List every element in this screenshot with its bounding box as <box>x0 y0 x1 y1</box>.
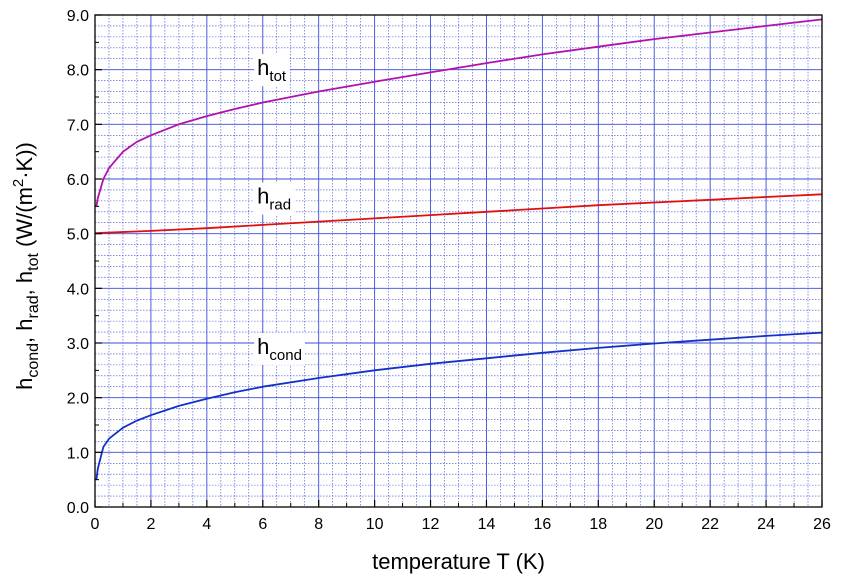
y-tick-label: 7.0 <box>67 117 89 134</box>
series-line-h-cond <box>95 331 823 480</box>
tick-layer: 0 2 4 6 8 10 12 14 16 18 20 22 24 260.01.02.03.04.05.… <box>67 8 831 533</box>
series-layer <box>94 18 823 480</box>
series-label-background <box>254 332 305 365</box>
x-tick-label: 20 <box>645 516 663 533</box>
y-tick-label: 0.0 <box>67 500 89 517</box>
series-labels: htot hrad hcond <box>254 54 305 365</box>
x-tick-label: 22 <box>701 516 719 533</box>
series-label-h-cond: hcond <box>257 334 302 364</box>
series-line-h-rad <box>94 193 823 234</box>
x-tick-label: 12 <box>422 516 440 533</box>
y-tick-label: 5.0 <box>67 227 89 244</box>
x-tick-label: 14 <box>478 516 496 533</box>
y-tick-label: 8.0 <box>67 63 89 80</box>
series-label-background <box>254 54 290 87</box>
series-label-h-rad: hrad <box>257 184 291 214</box>
y-tick-label: 9.0 <box>67 8 89 25</box>
y-tick-label: 4.0 <box>67 281 89 298</box>
y-tick-label: 3.0 <box>67 336 89 353</box>
x-tick-label: 26 <box>813 516 831 533</box>
x-tick-label: 18 <box>589 516 607 533</box>
x-tick-label: 2 <box>146 516 155 533</box>
series-label-h-tot: htot <box>257 55 287 85</box>
x-tick-label: 10 <box>366 516 384 533</box>
x-tick-label: 0 <box>91 516 100 533</box>
series-label-background <box>254 182 295 215</box>
x-tick-label: 8 <box>314 516 323 533</box>
y-tick-label: 6.0 <box>67 172 89 189</box>
x-tick-label: 6 <box>258 516 267 533</box>
x-tick-label: 16 <box>533 516 551 533</box>
y-axis-title: hcond, hrad, htot (W/(m2·K)) <box>10 142 42 390</box>
y-tick-label: 2.0 <box>67 391 89 408</box>
x-tick-label: 24 <box>757 516 775 533</box>
x-tick-label: 4 <box>202 516 211 533</box>
y-tick-label: 1.0 <box>67 445 89 462</box>
grid-layer <box>94 14 823 508</box>
series-line-h-tot <box>95 18 823 207</box>
x-axis-title: temperature T (K) <box>372 549 545 574</box>
